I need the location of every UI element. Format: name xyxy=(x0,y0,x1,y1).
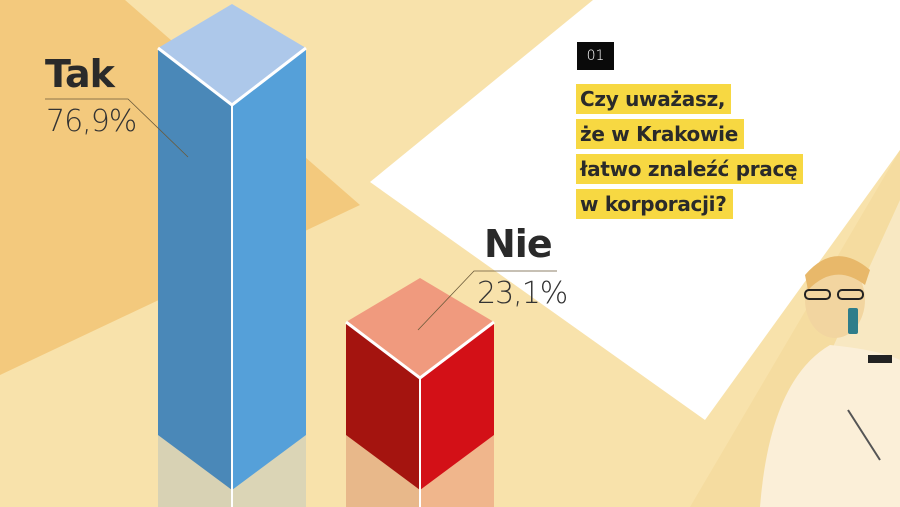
question-line: łatwo znaleźć pracę xyxy=(576,154,804,184)
answer-value-nie: 23,1% xyxy=(477,276,568,311)
answer-label-nie: Nie xyxy=(484,222,553,266)
answer-value-tak: 76,9% xyxy=(46,104,137,139)
question-title: Czy uważasz, że w Krakowie łatwo znaleźć… xyxy=(576,84,804,224)
photo-woman-on-phone xyxy=(690,150,900,507)
answer-label-tak: Tak xyxy=(45,52,115,96)
question-line: Czy uważasz, xyxy=(576,84,732,114)
question-line: w korporacji? xyxy=(576,189,733,219)
question-line: że w Krakowie xyxy=(576,119,744,149)
question-number-badge: 01 xyxy=(577,42,614,70)
